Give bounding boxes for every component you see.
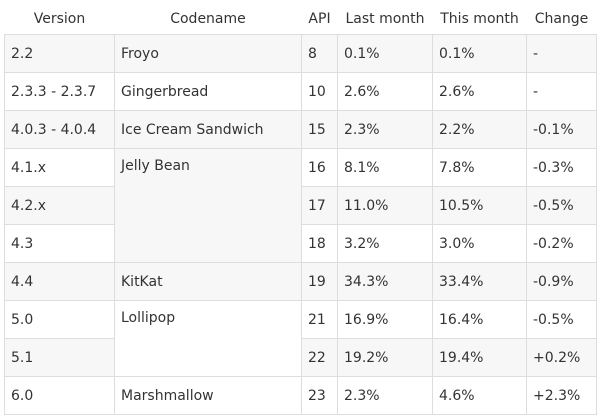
cell-last-month: 16.9% xyxy=(337,300,433,339)
table-row: 4.4 KitKat 19 34.3% 33.4% -0.9% xyxy=(4,262,597,301)
distribution-table-container: Version Codename API Last month This mon… xyxy=(4,4,597,415)
cell-last-month: 11.0% xyxy=(337,186,433,225)
cell-version: 2.3.3 - 2.3.7 xyxy=(4,72,115,111)
cell-version: 6.0 xyxy=(4,376,115,415)
cell-this-month: 33.4% xyxy=(432,262,527,301)
cell-codename: Froyo xyxy=(114,34,302,73)
cell-change: -0.2% xyxy=(526,224,597,263)
cell-version: 4.1.x xyxy=(4,148,115,187)
table-row: 6.0 Marshmallow 23 2.3% 4.6% +2.3% xyxy=(4,376,597,415)
table-row: 2.3.3 - 2.3.7 Gingerbread 10 2.6% 2.6% - xyxy=(4,72,597,111)
cell-api: 15 xyxy=(301,110,338,149)
cell-last-month: 19.2% xyxy=(337,338,433,377)
header-last-month: Last month xyxy=(345,11,425,27)
cell-change: - xyxy=(526,72,597,111)
table-row: 2.2 Froyo 8 0.1% 0.1% - xyxy=(4,34,597,73)
cell-api: 19 xyxy=(301,262,338,301)
cell-version: 5.1 xyxy=(4,338,115,377)
cell-codename: Lollipop xyxy=(114,300,302,377)
table-row: 5.1 22 19.2% 19.4% +0.2% xyxy=(4,338,597,377)
table-row: 4.2.x 17 11.0% 10.5% -0.5% xyxy=(4,186,597,225)
cell-api: 17 xyxy=(301,186,338,225)
cell-api: 21 xyxy=(301,300,338,339)
cell-this-month: 19.4% xyxy=(432,338,527,377)
table-row: 4.1.x Jelly Bean 16 8.1% 7.8% -0.3% xyxy=(4,148,597,263)
header-change: Change xyxy=(534,11,589,27)
table-header-row: Version Codename API Last month This mon… xyxy=(5,4,597,35)
cell-api: 8 xyxy=(301,34,338,73)
cell-change: -0.5% xyxy=(526,300,597,339)
cell-change: +0.2% xyxy=(526,338,597,377)
cell-this-month: 7.8% xyxy=(432,148,527,187)
cell-version: 4.2.x xyxy=(4,186,115,225)
cell-api: 10 xyxy=(301,72,338,111)
cell-this-month: 0.1% xyxy=(432,34,527,73)
cell-this-month: 10.5% xyxy=(432,186,527,225)
header-version: Version xyxy=(33,11,86,27)
table-row: 5.0 Lollipop 21 16.9% 16.4% -0.5% xyxy=(4,300,597,377)
table-row: 4.3 18 3.2% 3.0% -0.2% xyxy=(4,224,597,263)
cell-codename: Marshmallow xyxy=(114,376,302,415)
cell-last-month: 3.2% xyxy=(337,224,433,263)
cell-last-month: 8.1% xyxy=(337,148,433,187)
cell-change: - xyxy=(526,34,597,73)
header-this-month: This month xyxy=(440,11,519,27)
cell-change: +2.3% xyxy=(526,376,597,415)
cell-codename: KitKat xyxy=(114,262,302,301)
cell-change: -0.3% xyxy=(526,148,597,187)
cell-this-month: 4.6% xyxy=(432,376,527,415)
cell-change: -0.5% xyxy=(526,186,597,225)
cell-codename: Gingerbread xyxy=(114,72,302,111)
cell-this-month: 2.6% xyxy=(432,72,527,111)
cell-last-month: 2.3% xyxy=(337,376,433,415)
cell-last-month: 2.3% xyxy=(337,110,433,149)
cell-change: -0.9% xyxy=(526,262,597,301)
header-api: API xyxy=(308,11,331,27)
cell-codename: Jelly Bean xyxy=(114,148,302,263)
cell-version: 4.3 xyxy=(4,224,115,263)
cell-this-month: 16.4% xyxy=(432,300,527,339)
cell-last-month: 0.1% xyxy=(337,34,433,73)
cell-last-month: 2.6% xyxy=(337,72,433,111)
cell-api: 16 xyxy=(301,148,338,187)
android-distribution-table: Version Codename API Last month This mon… xyxy=(4,4,597,415)
cell-api: 22 xyxy=(301,338,338,377)
cell-version: 4.4 xyxy=(4,262,115,301)
cell-api: 18 xyxy=(301,224,338,263)
cell-last-month: 34.3% xyxy=(337,262,433,301)
cell-version: 4.0.3 - 4.0.4 xyxy=(4,110,115,149)
header-codename: Codename xyxy=(170,11,246,27)
cell-this-month: 2.2% xyxy=(432,110,527,149)
cell-api: 23 xyxy=(301,376,338,415)
cell-change: -0.1% xyxy=(526,110,597,149)
cell-version: 2.2 xyxy=(4,34,115,73)
cell-this-month: 3.0% xyxy=(432,224,527,263)
cell-version: 5.0 xyxy=(4,300,115,339)
table-row: 4.0.3 - 4.0.4 Ice Cream Sandwich 15 2.3%… xyxy=(4,110,597,149)
cell-codename: Ice Cream Sandwich xyxy=(114,110,302,149)
